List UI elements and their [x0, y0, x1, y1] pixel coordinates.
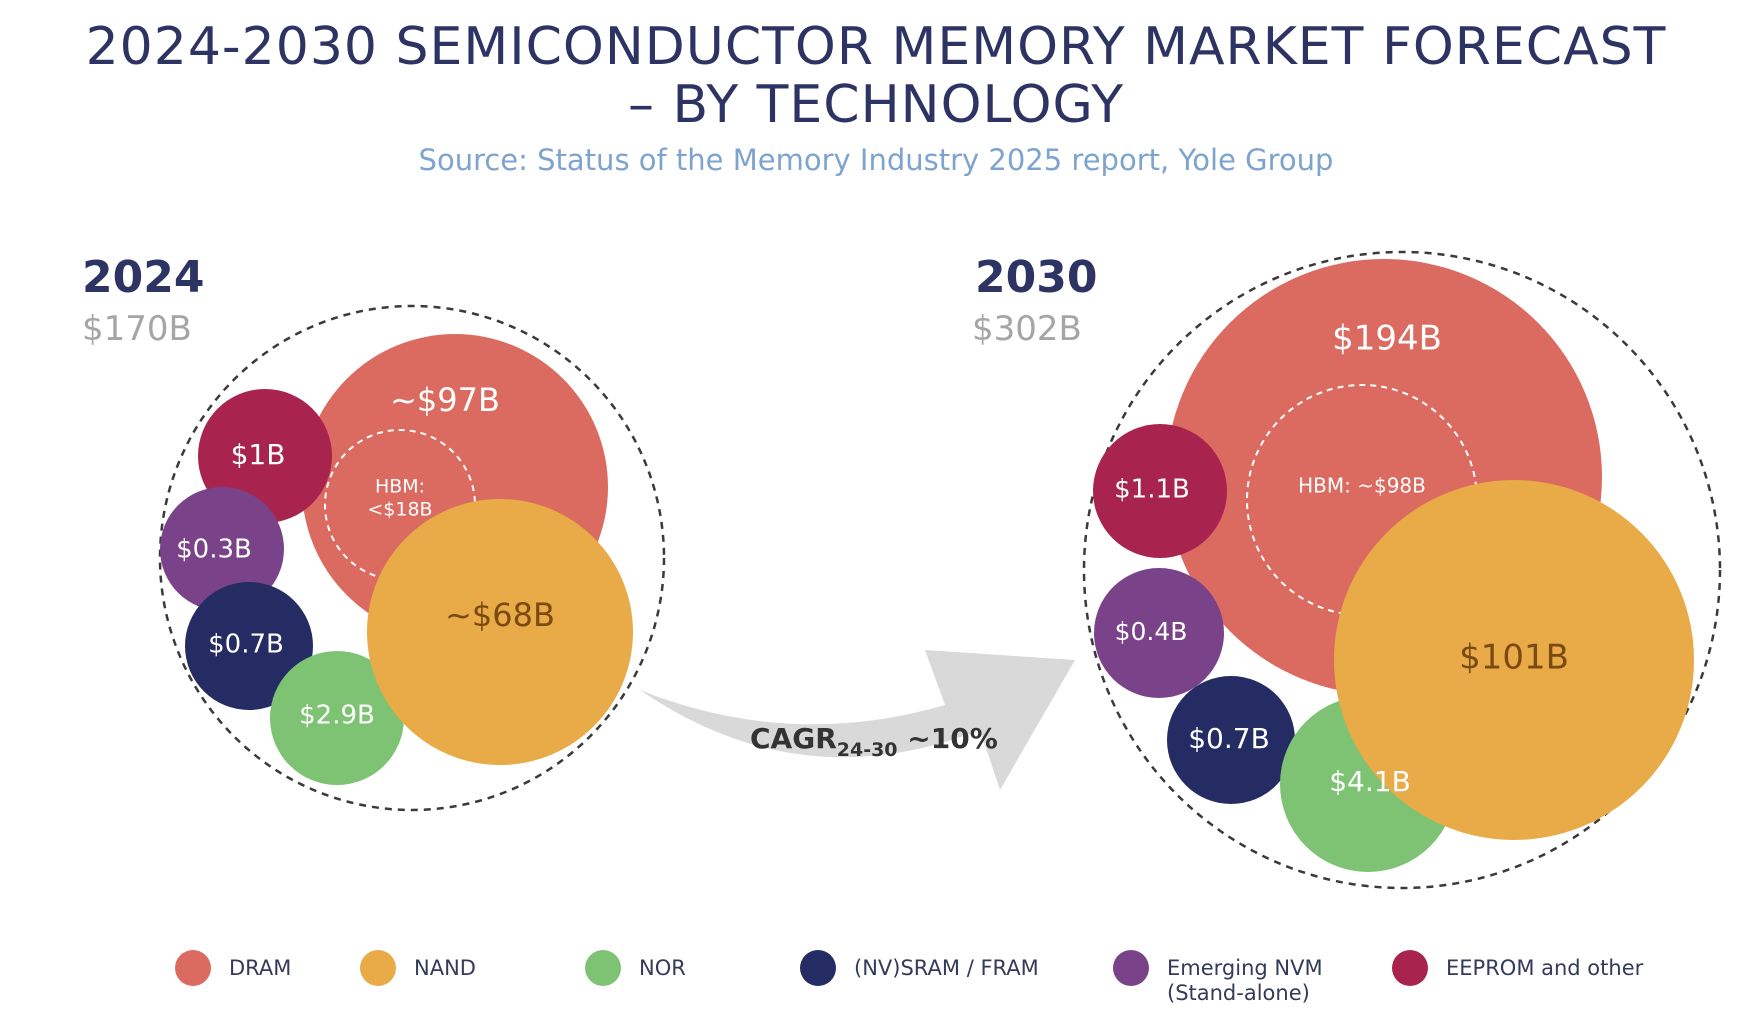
legend-item-dram: DRAM	[175, 950, 291, 986]
legend-swatch-emerging-nvm	[1113, 950, 1149, 986]
legend-label-emerging-nvm: Emerging NVM (Stand-alone)	[1167, 956, 1323, 1005]
bubble-nv-sram-fram-2024	[185, 582, 313, 710]
legend: DRAM NAND NOR (NV)SRAM / FRAM Emerging N…	[0, 950, 1752, 1010]
cagr-arrow	[640, 650, 1075, 790]
title-line-1: 2024-2030 SEMICONDUCTOR MEMORY MARKET FO…	[85, 17, 1667, 77]
bubble-emerging-nvm-stand-alone-2030	[1094, 568, 1224, 698]
bubble-group-2024	[158, 304, 666, 812]
legend-label-dram: DRAM	[229, 956, 292, 980]
hbm-label-2024: HBM:	[375, 476, 425, 498]
bubble-label-dram-2030: $194B	[1332, 319, 1442, 359]
hbm-value-2024: <$18B	[367, 499, 432, 521]
outer-ring-2024	[158, 304, 666, 812]
bubble-nand-2030	[1334, 480, 1694, 840]
legend-swatch-sram-fram	[800, 950, 836, 986]
bubble-label-emerging-nvm-stand-alone-2030: $0.4B	[1115, 617, 1188, 646]
total-label-2030: $302B	[972, 309, 1082, 349]
legend-label-nand: NAND	[414, 956, 476, 980]
bubble-nor-2024	[270, 651, 404, 785]
hbm-label-2030: HBM: ~$98B	[1298, 474, 1426, 498]
legend-item-emerging-nvm: Emerging NVM (Stand-alone)	[1113, 950, 1323, 1006]
bubble-label-eeprom-and-other-2030: $1.1B	[1114, 475, 1190, 505]
bubble-label-nor-2030: $4.1B	[1329, 765, 1411, 798]
outer-ring-2030	[1082, 250, 1722, 890]
legend-swatch-nor	[585, 950, 621, 986]
bubble-nv-sram-fram-2030	[1167, 676, 1295, 804]
legend-swatch-eeprom	[1392, 950, 1428, 986]
legend-label-sram-fram: (NV)SRAM / FRAM	[854, 956, 1039, 980]
bubble-label-nand-2030: $101B	[1459, 638, 1569, 678]
legend-label-nor: NOR	[639, 956, 686, 980]
total-label-2024: $170B	[82, 309, 192, 349]
bubble-label-emerging-nvm-stand-alone-2024: $0.3B	[176, 535, 252, 565]
bubble-group-2030	[1082, 250, 1722, 890]
bubble-label-nand-2024: ~$68B	[445, 596, 555, 634]
bubble-label-eeprom-and-other-2024: $1B	[231, 438, 286, 471]
cagr-label: CAGR24-30 ~10%	[750, 722, 998, 761]
legend-item-sram-fram: (NV)SRAM / FRAM	[800, 950, 1039, 986]
legend-item-eeprom: EEPROM and other	[1392, 950, 1643, 986]
bubble-label-nor-2024: $2.9B	[299, 701, 375, 731]
legend-swatch-nand	[360, 950, 396, 986]
chart-subtitle: Source: Status of the Memory Industry 20…	[418, 143, 1334, 177]
year-label-2030: 2030	[975, 252, 1097, 303]
bubble-nand-2024	[367, 499, 633, 765]
bubble-label-dram-2024: ~$97B	[390, 381, 500, 419]
bubble-label-nv-sram-fram-2024: $0.7B	[208, 630, 284, 660]
bubble-label-nv-sram-fram-2030: $0.7B	[1188, 722, 1270, 755]
title-line-2: – BY TECHNOLOGY	[627, 75, 1125, 135]
legend-label-eeprom: EEPROM and other	[1446, 956, 1644, 980]
legend-swatch-dram	[175, 950, 211, 986]
legend-item-nor: NOR	[585, 950, 686, 986]
bubble-emerging-nvm-stand-alone-2024	[160, 487, 284, 611]
legend-item-nand: NAND	[360, 950, 476, 986]
chart-title: 2024-2030 SEMICONDUCTOR MEMORY MARKET FO…	[0, 18, 1752, 134]
year-label-2024: 2024	[82, 252, 204, 303]
bubble-eeprom-and-other-2030	[1093, 424, 1227, 558]
